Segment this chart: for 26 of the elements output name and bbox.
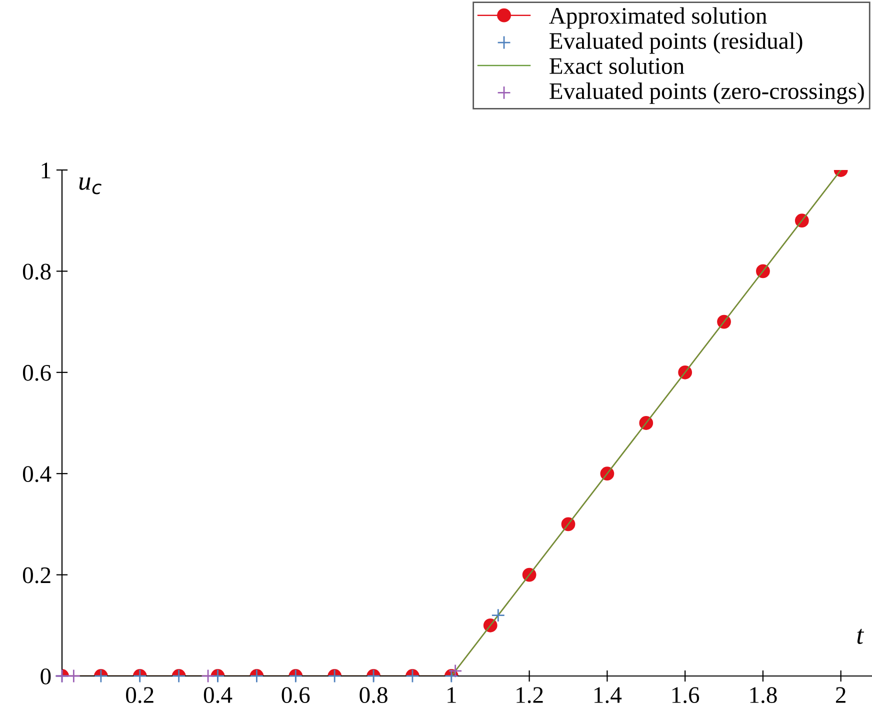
legend-label: Exact solution <box>550 57 684 74</box>
y-tick-label: 0.4 <box>22 466 52 482</box>
legend-label: Evaluated points (zero-crossings) <box>550 82 864 104</box>
x-tick-label: 1 <box>448 687 456 703</box>
point <box>491 608 506 622</box>
x-tick-label: 1.2 <box>516 687 543 704</box>
x-tick-label: 0.2 <box>126 687 154 704</box>
x-tick-label: 0.8 <box>360 687 388 704</box>
x-tick-label: 1.4 <box>594 687 622 704</box>
x-tick-label: 2 <box>836 687 846 703</box>
x-tick-label: 0.4 <box>204 687 232 704</box>
legend-label: Evaluated points (residual) <box>550 32 802 54</box>
x-tick-label: 0.6 <box>282 687 310 704</box>
x-axis-title: t <box>857 628 864 644</box>
y-tick-label: 0.6 <box>22 364 51 381</box>
point <box>66 669 81 683</box>
x-tick-label: 1.8 <box>750 687 777 704</box>
legend-label: Approximated solution <box>549 7 767 29</box>
y-tick-label: 1 <box>42 162 50 178</box>
point <box>201 669 215 683</box>
x-tick-label: 1.6 <box>672 687 700 704</box>
point <box>448 664 462 678</box>
y-tick-label: 0.8 <box>22 264 51 280</box>
y-tick-label: 0.2 <box>22 567 50 584</box>
y-axis-title: u$_{c}$ <box>79 178 102 194</box>
y-tick-label: 0 <box>40 668 51 684</box>
